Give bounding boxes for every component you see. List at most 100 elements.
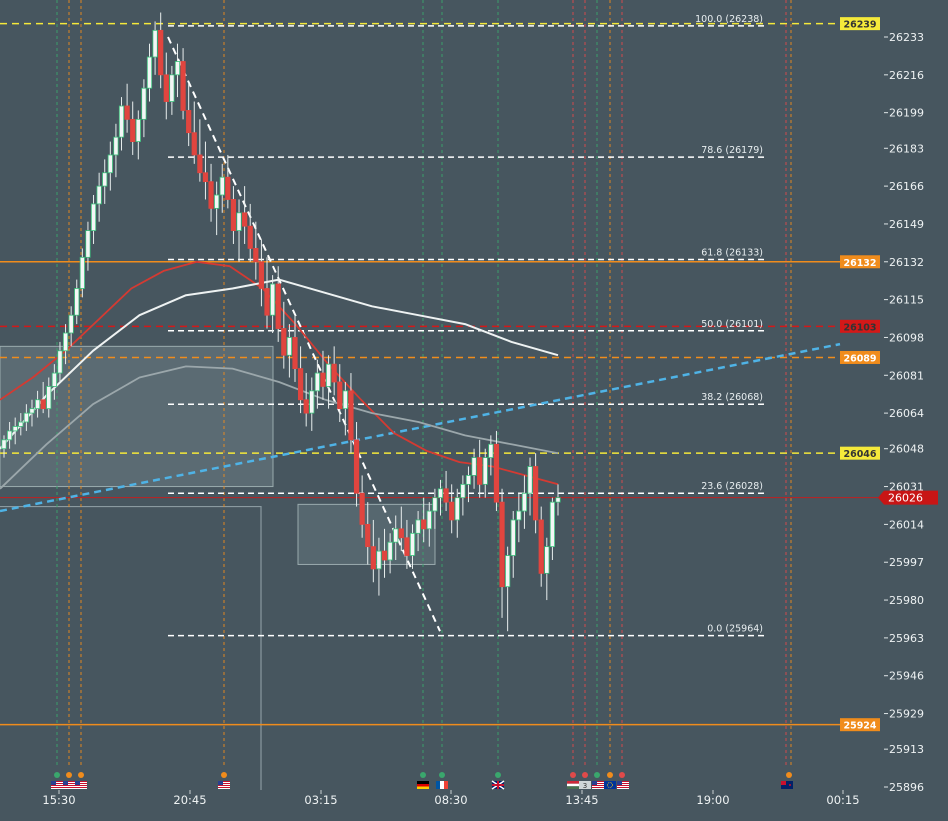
flag-de	[417, 781, 429, 789]
flag-us-1-stripe-2	[51, 785, 63, 786]
flag-eu	[604, 781, 616, 789]
price-tag-25924	[840, 718, 880, 732]
candle-99	[555, 484, 561, 516]
current-price-tag	[878, 490, 938, 505]
y-tick-label-25963: 25963	[889, 632, 924, 645]
candle-93	[521, 475, 528, 529]
flag-us-2-canton	[63, 781, 68, 785]
candle-85	[477, 439, 483, 498]
candle-21	[118, 97, 125, 151]
event-dot-1	[66, 772, 72, 778]
candle-body-83	[465, 475, 472, 485]
candle-body-13	[74, 288, 80, 316]
candle-body-51	[286, 337, 292, 356]
ma-grey-line	[0, 365, 559, 490]
candle-body-33	[186, 110, 192, 134]
flag-us-3-canton	[75, 781, 80, 785]
candle-10	[57, 341, 63, 382]
flag-nz-corner	[781, 781, 786, 785]
flag-de-y	[417, 786, 429, 789]
candle-body-4	[23, 412, 29, 423]
candle-61	[342, 381, 348, 436]
candle-28	[158, 12, 164, 89]
candle-body-69	[387, 541, 393, 561]
candle-body-90	[505, 555, 511, 588]
flag-fr	[436, 781, 448, 789]
y-tick-label-26064: 26064	[889, 407, 924, 420]
candle-71	[398, 506, 404, 552]
candle-body-88	[493, 443, 500, 503]
x-tick-label-08:30: 08:30	[434, 793, 467, 807]
flag-group-badge	[579, 781, 591, 789]
y-tick-label-25980: 25980	[889, 594, 924, 607]
flag-hu-r	[567, 781, 579, 784]
y-tick-label-26166: 26166	[889, 180, 924, 193]
candle-66	[370, 519, 376, 583]
candle-body-45	[253, 248, 259, 263]
candle-body-74	[415, 519, 421, 534]
candle-body-58	[325, 363, 332, 387]
flag-eu-bg	[604, 781, 616, 789]
candle-38	[214, 181, 220, 236]
candle-body-86	[482, 457, 488, 485]
candle-29	[163, 52, 169, 120]
candle-body-34	[191, 132, 197, 156]
candle-82	[460, 475, 466, 516]
candle-body-76	[426, 510, 432, 530]
candle-3	[18, 413, 24, 436]
candle-body-35	[197, 154, 203, 174]
candle-body-73	[409, 532, 416, 556]
candle-body-95	[533, 466, 539, 521]
candle-34	[191, 101, 197, 164]
candle-41	[230, 186, 237, 244]
flag-us-2	[63, 781, 75, 789]
candle-body-99	[555, 497, 561, 503]
y-tick-label-26199: 26199	[889, 107, 924, 120]
candle-50	[281, 301, 287, 369]
candle-body-47	[264, 288, 270, 316]
flag-us-5-stripe-1	[592, 783, 604, 784]
candle-body-14	[79, 256, 85, 289]
fib-label-100.0: 100.0 (26238)	[695, 14, 763, 25]
candle-body-61	[342, 390, 348, 410]
flag-us-4-stripe-0	[218, 781, 230, 782]
price-tag-26046	[840, 446, 880, 460]
flag-us-4-stripe-2	[218, 785, 230, 786]
candle-44	[247, 203, 253, 262]
candle-92	[516, 493, 522, 543]
price-tag-label-25924: 25924	[843, 721, 876, 732]
flag-us-2-stripe-3	[63, 787, 75, 788]
flag-us-6	[617, 781, 629, 789]
candle-63	[353, 422, 360, 507]
candle-body-20	[113, 136, 119, 156]
candle-43	[242, 186, 248, 244]
candle-35	[197, 119, 203, 182]
flag-fr-b	[436, 781, 440, 789]
candle-40	[225, 154, 231, 209]
x-tick-label-20:45: 20:45	[173, 793, 206, 807]
candle-27	[152, 21, 158, 75]
candle-body-28	[158, 29, 164, 76]
candle-47	[264, 257, 270, 329]
time-axis: 15:30 20:45 03:15 08:30 13:45 19:00 00:15	[42, 790, 860, 807]
candle-60	[337, 364, 343, 423]
y-tick-label-26081: 26081	[889, 369, 924, 382]
candle-body-79	[443, 488, 449, 503]
event-dot-5	[439, 772, 445, 778]
candle-body-10	[57, 350, 63, 374]
candle-58	[325, 355, 332, 409]
candle-body-2	[12, 426, 18, 432]
candle-12	[68, 306, 74, 347]
event-dot-6	[495, 772, 501, 778]
flag-uk-h	[492, 784, 504, 786]
candle-body-89	[499, 501, 505, 588]
candle-body-1	[6, 430, 13, 441]
candle-body-12	[68, 314, 74, 334]
y-tick-label-25913: 25913	[889, 743, 924, 756]
candle-2	[12, 417, 18, 445]
candle-36	[202, 141, 209, 200]
candle-body-63	[353, 439, 360, 494]
candle-body-96	[538, 519, 544, 574]
